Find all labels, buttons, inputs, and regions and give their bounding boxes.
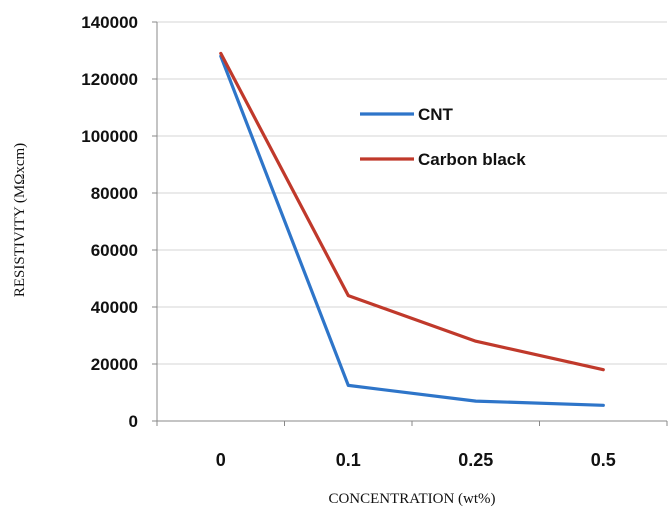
x-tick-label: 0: [216, 450, 226, 470]
x-tick-label: 0.1: [336, 450, 361, 470]
x-tick-label: 0.5: [591, 450, 616, 470]
gridlines: [157, 21, 667, 365]
x-tick-labels: 0 0.1 0.25 0.5: [216, 450, 616, 470]
y-axis-title: RESISTIVITY (MΩxcm): [12, 143, 28, 297]
x-axis-title: CONCENTRATION (wt%): [328, 491, 495, 507]
legend: CNT Carbon black: [360, 105, 526, 169]
y-tick-label: 20000: [91, 355, 138, 374]
x-tick-label: 0.25: [458, 450, 493, 470]
y-tick-label: 40000: [91, 298, 138, 317]
axes: [152, 21, 668, 426]
y-tick-labels: 0 20000 40000 60000 80000 100000 120000 140000: [81, 13, 138, 431]
y-tick-label: 80000: [91, 184, 138, 203]
series-line-cnt: [219, 54, 605, 407]
y-tick-label: 0: [129, 412, 138, 431]
y-tick-label: 120000: [81, 70, 138, 89]
legend-label: Carbon black: [418, 150, 526, 169]
legend-label: CNT: [418, 105, 454, 124]
y-tick-label: 60000: [91, 241, 138, 260]
y-tick-label: 100000: [81, 127, 138, 146]
series-lines: [219, 51, 605, 407]
series-line-carbon-black: [219, 51, 605, 372]
y-tick-label: 140000: [81, 13, 138, 32]
